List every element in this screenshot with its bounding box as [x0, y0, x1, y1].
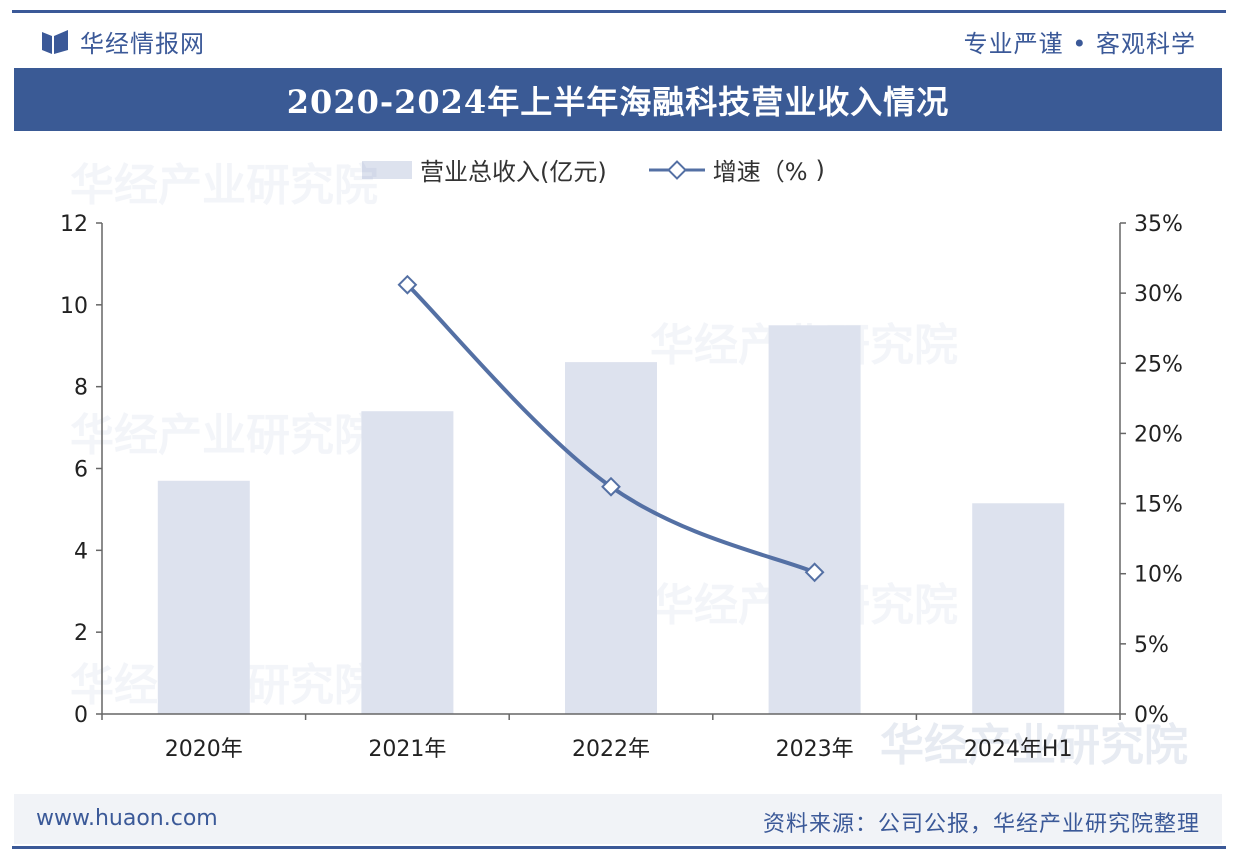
growth-marker-1: [601, 476, 621, 497]
bar-series: [157, 325, 1065, 714]
legend-item-revenue: 营业总收入(亿元): [362, 152, 607, 187]
footer-bar: [14, 794, 1222, 844]
legend-bar-swatch: [362, 160, 412, 179]
y-right-tick-label: 0%: [1134, 703, 1169, 728]
bar-2: [565, 362, 657, 714]
x-tick-label: 2021年: [368, 737, 446, 762]
y-left-tick-label: 2: [74, 621, 88, 646]
brand: 华经情报网: [40, 24, 205, 59]
bar-1: [361, 411, 454, 714]
top-rule: [12, 10, 1226, 13]
legend-line-swatch: [648, 159, 705, 180]
legend-label-revenue: 营业总收入(亿元): [420, 158, 607, 186]
y-right-tick-label: 30%: [1134, 282, 1183, 307]
x-tick-label: 2024年H1: [964, 737, 1073, 762]
watermark: 华经产业研究院: [880, 720, 1188, 771]
x-tick-label: 2020年: [165, 737, 243, 762]
brand-name: 华经情报网: [80, 30, 205, 58]
bar-3: [768, 325, 861, 714]
y-left-tick-label: 0: [74, 703, 88, 728]
watermark: 华经产业研究院: [70, 160, 378, 211]
y-right-tick-label: 35%: [1134, 212, 1183, 237]
y-right-tick-label: 15%: [1134, 493, 1183, 518]
legend-item-growth: 增速（% ): [648, 152, 825, 187]
y-right-tick-label: 10%: [1134, 563, 1183, 588]
growth-marker-0: [397, 274, 418, 295]
x-axis-labels: 2020年 2021年 2022年 2023年 2024年H1: [165, 737, 1073, 762]
watermark: 华经产业研究院: [70, 410, 378, 461]
y-left-tick-label: 6: [74, 458, 88, 483]
footer-url[interactable]: www.huaon.com: [36, 806, 218, 831]
line-series: [397, 274, 825, 583]
y-left-tick-label: 12: [60, 212, 88, 237]
bar-4: [972, 503, 1065, 714]
chart-area: 华经产业研究院 华经产业研究院 华经产业研究院 华经产业研究院 华经产业研究院 …: [60, 160, 1188, 771]
bottom-rule: [12, 846, 1226, 849]
y-right-tick-label: 20%: [1134, 422, 1183, 447]
brand-logo-icon: [42, 29, 68, 54]
x-tick-label: 2023年: [776, 737, 854, 762]
chart-title: 2020-2024年上半年海融科技营业收入情况: [286, 82, 950, 121]
footer-source: 资料来源：公司公报，华经产业研究院整理: [762, 812, 1200, 837]
growth-marker-2: [804, 562, 825, 583]
legend-paren-close: ): [815, 155, 825, 184]
y-right-tick-label: 25%: [1134, 352, 1183, 377]
slogan: 专业严谨 • 客观科学: [963, 30, 1196, 58]
x-tick-label: 2022年: [572, 737, 650, 762]
title-bar: 2020-2024年上半年海融科技营业收入情况: [14, 68, 1222, 131]
y-right-tick-label: 5%: [1134, 633, 1169, 658]
axes: 0 2 4 6 8 10 12 0% 5% 10% 15% 20% 25% 30% 35%: [60, 212, 1183, 728]
bar-0: [157, 480, 250, 714]
y-left-tick-label: 4: [74, 539, 88, 564]
y-left-tick-label: 10: [60, 294, 88, 319]
legend-label-growth: 增速（%: [712, 158, 808, 186]
y-left-tick-label: 8: [74, 376, 88, 401]
legend: 营业总收入(亿元) 增速（% ): [362, 152, 825, 187]
